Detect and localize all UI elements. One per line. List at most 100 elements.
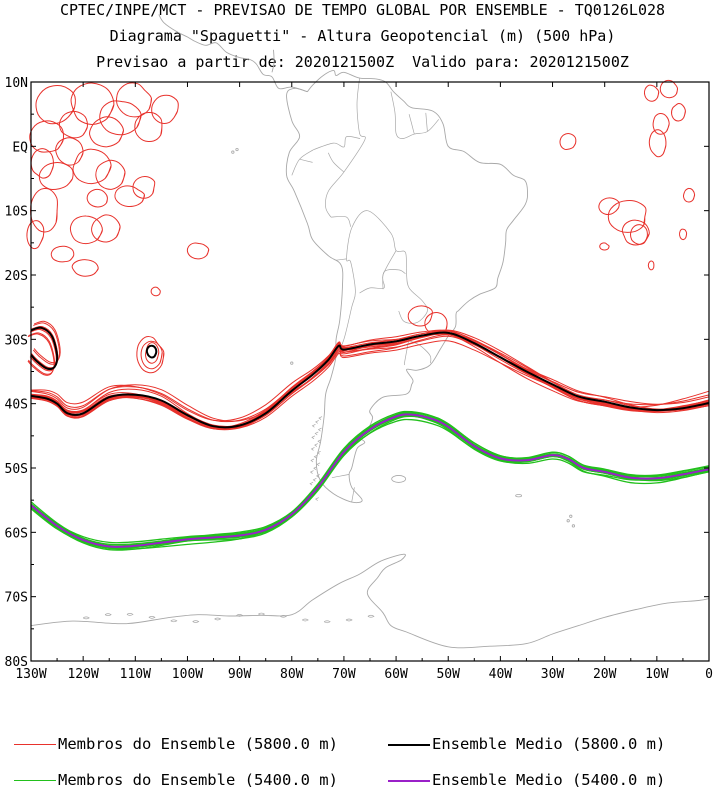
lat-tick-label: 50S xyxy=(5,462,28,477)
member-5400-line-15 xyxy=(30,414,710,548)
lon-tick-label: 130W xyxy=(15,667,46,682)
lat-tick-label: 30S xyxy=(5,333,28,348)
lon-tick-label: 20W xyxy=(593,667,617,682)
lon-tick-label: 80W xyxy=(280,667,304,682)
member-5800-closed-contour xyxy=(38,162,74,191)
member-5800-line-14 xyxy=(30,332,710,429)
lon-tick-label: 110W xyxy=(120,667,151,682)
continent-outlines xyxy=(30,14,710,649)
member-5400-line-14 xyxy=(30,414,710,549)
lon-tick-label: 0 xyxy=(705,667,713,682)
member-5800-closed-contour xyxy=(89,116,124,148)
member-5800-closed-contour xyxy=(58,110,88,139)
lon-tick-label: 10W xyxy=(645,667,669,682)
mean-5400-line xyxy=(30,413,710,548)
member-5800-closed-contour xyxy=(644,84,660,102)
member-5800-closed-contour xyxy=(72,148,112,185)
member-5400-line-4 xyxy=(30,418,710,550)
ensemble-members xyxy=(26,79,710,551)
member-5800-closed-contour xyxy=(151,94,179,124)
lon-tick-label: 90W xyxy=(228,667,252,682)
member-5800-closed-contour xyxy=(599,242,610,251)
member-5800-closed-contour xyxy=(29,120,64,153)
member-5800-closed-contour xyxy=(95,159,126,190)
member-5800-closed-contour xyxy=(91,214,121,243)
mean-5800-cutoff-line xyxy=(30,326,59,370)
member-5400-line-8 xyxy=(30,414,710,548)
lon-tick-label: 30W xyxy=(541,667,565,682)
member-5800-closed-contour xyxy=(35,84,76,125)
member-5800-closed-contour xyxy=(607,200,647,233)
member-5800-closed-contour xyxy=(69,215,103,245)
member-5400-line-13 xyxy=(30,414,710,550)
legend-label-mean-5800: Ensemble Medio (5800.0 m) xyxy=(432,735,666,753)
map-frame xyxy=(30,81,710,662)
lat-tick-label: 10N xyxy=(5,76,28,91)
member-5800-closed-contour xyxy=(132,176,156,199)
legend-swatch-members-5400 xyxy=(14,780,56,781)
member-5800-closed-contour xyxy=(26,220,45,250)
legend-label-members-5400: Membros do Ensemble (5400.0 m) xyxy=(58,771,338,789)
member-5800-line-15 xyxy=(30,329,710,422)
legend-swatch-mean-5800 xyxy=(388,744,430,746)
lat-tick-label: 40S xyxy=(5,398,28,413)
member-5400-line-3 xyxy=(30,415,710,551)
lat-tick-label: 20S xyxy=(5,269,28,284)
member-5400-line-11 xyxy=(30,410,710,544)
member-5800-cutoff-line xyxy=(32,322,60,365)
member-5400-line-7 xyxy=(30,413,710,549)
member-5800-closed-contour xyxy=(86,188,108,208)
lat-tick-label: 70S xyxy=(5,591,28,606)
member-5800-closed-contour xyxy=(559,133,577,151)
lat-tick-label: 10S xyxy=(5,205,28,220)
member-5400-line-2 xyxy=(30,413,710,549)
member-5800-closed-contour xyxy=(671,102,686,122)
member-5800-closed-contour xyxy=(136,336,165,374)
lon-tick-label: 40W xyxy=(489,667,513,682)
member-5800-closed-contour xyxy=(116,82,153,118)
lon-tick-label: 100W xyxy=(172,667,203,682)
member-5800-closed-contour xyxy=(652,112,670,135)
member-5800-line-6 xyxy=(30,333,710,430)
lon-tick-label: 120W xyxy=(67,667,98,682)
lon-tick-label: 70W xyxy=(332,667,356,682)
member-5800-line-4 xyxy=(30,332,710,428)
member-5800-closed-contour xyxy=(659,79,679,99)
lat-tick-label: 80S xyxy=(5,655,28,670)
mean-5800-line xyxy=(30,331,710,429)
lon-tick-label: 60W xyxy=(384,667,408,682)
member-5800-closed-contour xyxy=(50,245,75,263)
member-5800-closed-contour xyxy=(99,100,142,136)
plot-border xyxy=(30,81,710,662)
lon-tick-label: 50W xyxy=(436,667,460,682)
lat-tick-label: EQ xyxy=(12,140,28,155)
member-5800-closed-contour xyxy=(70,82,115,126)
ensemble-means xyxy=(30,326,710,548)
legend-label-mean-5400: Ensemble Medio (5400.0 m) xyxy=(432,771,666,789)
member-5800-closed-contour xyxy=(682,187,696,203)
member-5800-closed-contour xyxy=(55,137,84,166)
member-5800-closed-contour xyxy=(621,219,650,246)
title-line-1: CPTEC/INPE/MCT - PREVISAO DE TEMPO GLOBA… xyxy=(59,1,666,19)
member-5800-line-13 xyxy=(30,335,710,430)
member-5800-closed-contour xyxy=(648,129,667,158)
legend-swatch-members-5800 xyxy=(14,744,56,745)
member-5800-closed-contour xyxy=(598,197,620,215)
member-5400-line-1 xyxy=(30,413,710,549)
member-5800-closed-contour xyxy=(114,185,146,207)
member-5800-closed-contour xyxy=(71,259,99,277)
member-5400-line-6 xyxy=(30,415,710,549)
member-5800-closed-contour xyxy=(407,305,433,327)
title-line-3: Previsao a partir de: 2020121500Z Valido… xyxy=(96,53,629,71)
legend-label-members-5800: Membros do Ensemble (5800.0 m) xyxy=(58,735,338,753)
member-5800-closed-contour xyxy=(150,286,161,297)
member-5800-closed-contour xyxy=(134,111,163,142)
member-5800-closed-contour xyxy=(647,260,655,271)
member-5800-line-7 xyxy=(30,332,710,429)
legend-swatch-mean-5400 xyxy=(388,780,430,782)
title-line-2: Diagrama "Spaguetti" - Altura Geopotenci… xyxy=(109,27,616,45)
member-5800-closed-contour xyxy=(186,242,210,260)
mean-5800-closed-contour xyxy=(145,344,158,359)
